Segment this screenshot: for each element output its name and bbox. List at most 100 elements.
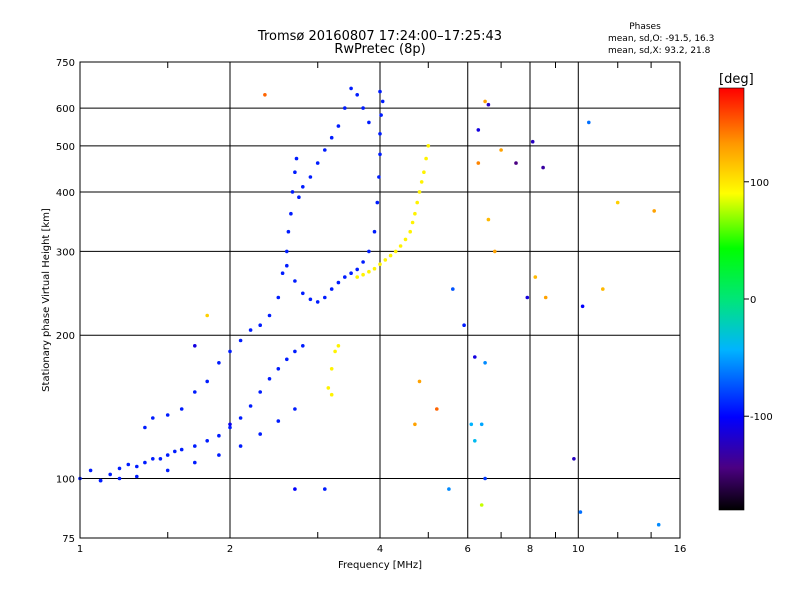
phases-o-stats: mean, sd,O: -91.5, 16.3 bbox=[608, 34, 714, 44]
echo-point bbox=[248, 404, 253, 408]
echo-point bbox=[499, 148, 503, 152]
colorbar-unit: [deg] bbox=[719, 72, 754, 87]
echo-point bbox=[126, 462, 131, 467]
grid-lines bbox=[80, 62, 680, 538]
echo-point bbox=[228, 422, 232, 427]
echo-point bbox=[143, 460, 147, 465]
echo-point bbox=[388, 253, 393, 258]
x-tick-label: 2 bbox=[227, 544, 233, 555]
echo-point bbox=[476, 128, 481, 132]
echo-point bbox=[462, 323, 466, 328]
echo-point bbox=[193, 344, 197, 348]
echo-point bbox=[276, 295, 281, 300]
phases-x-stats: mean, sd,X: 93.2, 21.8 bbox=[608, 46, 711, 56]
echo-point bbox=[135, 464, 139, 469]
echo-point bbox=[193, 444, 197, 448]
echo-point bbox=[473, 355, 477, 359]
colorbar-ticks: 100 0 -100 bbox=[744, 178, 773, 423]
echo-point bbox=[336, 280, 341, 285]
echo-point bbox=[165, 413, 170, 417]
echo-point bbox=[179, 447, 184, 452]
echo-point bbox=[367, 120, 371, 125]
echo-point bbox=[652, 209, 656, 213]
echo-point bbox=[413, 422, 417, 427]
echo-point bbox=[349, 271, 353, 276]
colorbar-tick-label: 100 bbox=[750, 178, 769, 189]
echo-point bbox=[285, 357, 289, 362]
echo-point bbox=[408, 229, 413, 234]
echo-point bbox=[349, 86, 353, 91]
echo-point bbox=[179, 407, 184, 411]
echo-point bbox=[329, 392, 334, 397]
echo-point bbox=[355, 275, 360, 279]
echo-point bbox=[447, 487, 451, 491]
echo-point bbox=[285, 249, 289, 254]
echo-point bbox=[483, 476, 487, 481]
colorbar-tick-label: -100 bbox=[750, 412, 773, 423]
echo-point bbox=[493, 249, 497, 254]
x-tick-label: 1 bbox=[77, 544, 83, 555]
echo-point bbox=[238, 338, 243, 343]
echo-point bbox=[533, 275, 538, 279]
echo-point bbox=[151, 457, 155, 461]
data-points bbox=[78, 86, 661, 527]
echo-point bbox=[258, 432, 263, 436]
echo-point bbox=[378, 132, 382, 136]
y-tick-label: 400 bbox=[56, 188, 75, 199]
y-axis-label: Stationary phase Virtual Height [km] bbox=[41, 208, 52, 392]
phases-title: Phases bbox=[629, 22, 661, 32]
echo-point bbox=[326, 386, 331, 390]
plot-frame bbox=[79, 61, 681, 539]
echo-point bbox=[248, 328, 253, 332]
echo-point bbox=[294, 156, 299, 161]
echo-point bbox=[293, 170, 297, 174]
echo-point bbox=[301, 185, 305, 189]
echo-point bbox=[578, 510, 583, 514]
echo-point bbox=[476, 161, 481, 165]
echo-point bbox=[276, 419, 281, 423]
echo-point bbox=[393, 249, 398, 254]
echo-point bbox=[372, 229, 377, 234]
x-tick-label: 10 bbox=[572, 544, 585, 555]
echo-point bbox=[285, 263, 289, 268]
y-tick-label: 500 bbox=[56, 142, 75, 153]
echo-point bbox=[323, 148, 327, 152]
echo-point bbox=[323, 295, 327, 300]
echo-point bbox=[267, 377, 272, 381]
echo-point bbox=[403, 237, 408, 242]
echo-point bbox=[329, 367, 334, 371]
echo-point bbox=[435, 407, 439, 411]
echo-point bbox=[378, 89, 382, 94]
echo-point bbox=[151, 416, 155, 420]
echo-point bbox=[410, 220, 415, 225]
echo-point bbox=[372, 266, 377, 271]
echo-point bbox=[280, 271, 285, 276]
echo-point bbox=[355, 93, 360, 97]
y-tick-label: 600 bbox=[56, 104, 75, 115]
echo-point bbox=[483, 99, 487, 104]
echo-point bbox=[329, 287, 334, 291]
echo-point bbox=[293, 487, 297, 491]
echo-point bbox=[426, 144, 431, 148]
echo-point bbox=[601, 287, 605, 291]
echo-point bbox=[361, 272, 365, 277]
echo-point bbox=[336, 344, 341, 348]
x-tick-label: 8 bbox=[527, 544, 533, 555]
echo-point bbox=[263, 93, 267, 97]
echo-point bbox=[525, 295, 530, 300]
echo-point bbox=[301, 291, 305, 296]
echo-point bbox=[415, 200, 420, 205]
echo-point bbox=[398, 244, 403, 248]
echo-point bbox=[486, 102, 491, 107]
echo-point bbox=[483, 361, 487, 365]
echo-point bbox=[580, 304, 585, 309]
echo-point bbox=[375, 200, 380, 205]
echo-point bbox=[367, 269, 371, 274]
echo-point bbox=[165, 468, 170, 473]
echo-point bbox=[290, 190, 295, 194]
echo-point bbox=[383, 258, 388, 262]
echo-point bbox=[98, 478, 103, 483]
echo-point bbox=[286, 229, 291, 234]
echo-point bbox=[217, 453, 221, 457]
